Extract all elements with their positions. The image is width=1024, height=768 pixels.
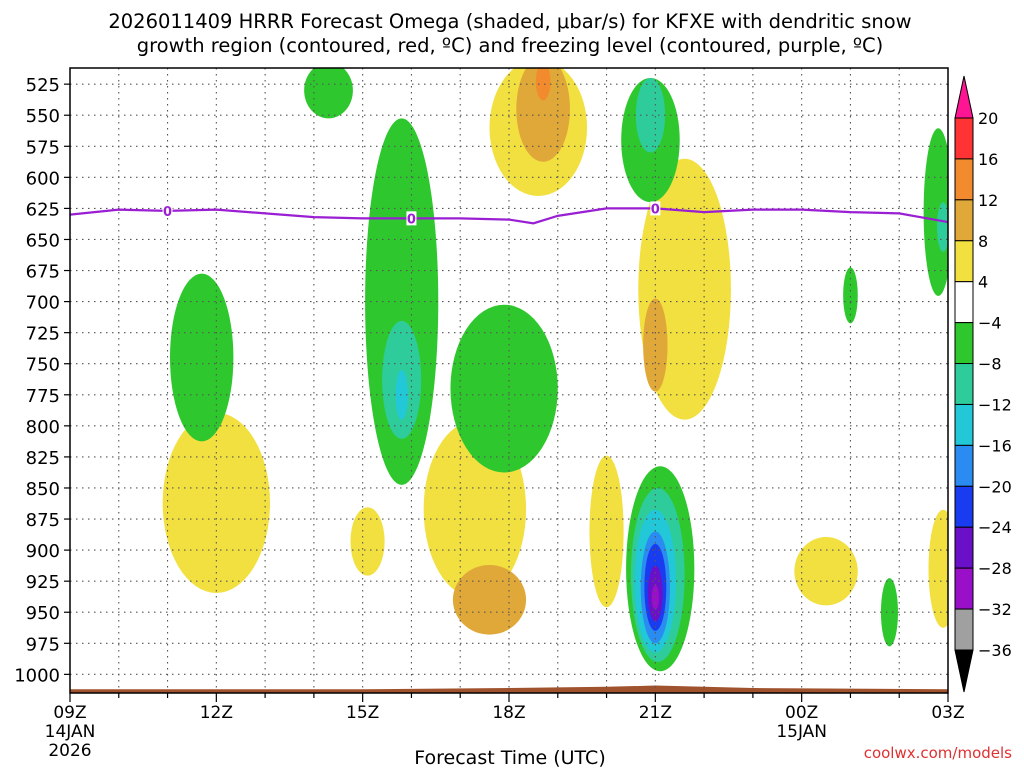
colorbar-swatch-1 [954,158,974,201]
colorbar-swatch-12 [954,608,974,651]
y-tick-label-850: 850 [26,479,60,500]
freezing-level-label-bg-0 [162,203,173,218]
credit-text: coolwx.com/models [864,744,1012,762]
omega-cell-27 [843,267,858,324]
colorbar-label-9: −20 [978,477,1012,496]
colorbar: 20 16 12 8 4 −4 −8 −12 −16 −20 −24 −28 −32 −36 [954,75,1012,693]
omega-shading [162,68,948,672]
omega-cell-6 [535,68,551,101]
colorbar-label-5: −4 [978,314,1002,333]
colorbar-label-8: −16 [978,436,1012,455]
y-tick-label-1000: 1000 [14,665,60,686]
x-tick-label-03Z: 03Z [931,703,964,723]
x-axis-label: Forecast Time (UTC) [414,747,605,768]
terrain-fill [70,685,948,693]
colorbar-swatch-5 [954,322,974,365]
colorbar-label-7: −12 [978,395,1012,414]
omega-cell-5 [516,68,570,162]
omega-cell-15 [395,369,408,420]
grid-lines [70,68,948,693]
y-tick-label-525: 525 [26,75,60,96]
freezing-level-contour: 0 0 0 [70,201,948,227]
y-tick-label-675: 675 [26,262,60,283]
freezing-level-line [70,207,948,225]
colorbar-swatch-2 [954,199,974,242]
chart-title-line1: 2026011409 HRRR Forecast Omega (shaded, … [108,10,911,33]
colorbar-swatch-6 [954,363,974,405]
colorbar-label-2: 12 [978,191,998,210]
y-tick-label-625: 625 [26,199,60,220]
colorbar-label-1: 16 [978,150,998,169]
y-tick-label-575: 575 [26,137,60,158]
y-tick-label-950: 950 [26,603,60,624]
y-tick-label-975: 975 [26,634,60,655]
x-tick-label-21Z: 21Z [639,703,672,723]
x-tick-label-12Z: 12Z [200,703,233,723]
y-axis-pressure: 525 550 575 600 625 650 675 700 725 750 775 800 825 8… [14,75,70,686]
chart-title-line2: growth region (contoured, red, ºC) and f… [137,34,884,57]
colorbar-label-3: 8 [978,232,988,251]
y-tick-label-925: 925 [26,572,60,593]
colorbar-label-6: −8 [978,355,1002,374]
colorbar-label-10: −24 [978,518,1012,537]
y-tick-label-750: 750 [26,355,60,376]
y-tick-label-900: 900 [26,541,60,562]
x-tick-label-00Z: 00Z [785,703,818,723]
y-tick-label-700: 700 [26,293,60,314]
y-tick-label-825: 825 [26,448,60,469]
colorbar-swatch-7 [954,403,974,446]
colorbar-bottom-arrow [954,649,974,693]
colorbar-label-12: −32 [978,600,1012,619]
x-tick-sublabel-14JAN: 14JAN [45,722,96,742]
colorbar-swatch-11 [954,567,974,610]
freezing-level-label-bg-2 [650,201,661,216]
x-tick-label-09Z: 09Z [53,703,86,723]
freezing-level-label-2: 0 [651,202,660,217]
omega-cell-28 [880,578,899,647]
terrain-surface [70,685,948,693]
omega-cell-11 [928,509,948,628]
y-tick-label-800: 800 [26,417,60,438]
colorbar-swatch-4 [954,281,974,324]
y-tick-label-775: 775 [26,386,60,407]
colorbar-label-4: 4 [978,273,988,292]
x-tick-sublabel2-2026: 2026 [48,741,91,761]
omega-cell-3 [350,507,385,576]
omega-cell-9 [794,537,858,606]
x-tick-label-18Z: 18Z [492,703,525,723]
omega-cell-29 [923,128,948,296]
freezing-level-label-0: 0 [163,205,172,220]
colorbar-swatch-3 [954,240,974,283]
y-tick-label-875: 875 [26,510,60,531]
y-tick-label-725: 725 [26,324,60,345]
omega-cell-30 [937,202,948,252]
colorbar-swatch-8 [954,444,974,487]
omega-cell-18 [635,77,666,153]
omega-cell-12 [169,273,234,442]
colorbar-label-0: 20 [978,109,998,128]
colorbar-swatch-10 [954,526,974,569]
freezing-level-label-bg-1 [406,211,417,226]
y-tick-label-650: 650 [26,230,60,251]
colorbar-label-11: −28 [978,559,1012,578]
x-tick-sublabel-15JAN: 15JAN [776,722,827,742]
colorbar-top-arrow [954,75,974,119]
colorbar-swatch-9 [954,485,974,528]
freezing-level-label-1: 0 [407,212,416,227]
omega-cell-16 [450,304,558,473]
y-tick-label-600: 600 [26,168,60,189]
omega-cell-2 [162,412,270,593]
omega-cell-19 [304,68,353,119]
x-tick-label-15Z: 15Z [346,703,379,723]
omega-cell-1 [452,565,527,635]
colorbar-label-13: −36 [978,641,1012,660]
colorbar-swatch-0 [954,117,974,160]
y-tick-label-550: 550 [26,106,60,127]
